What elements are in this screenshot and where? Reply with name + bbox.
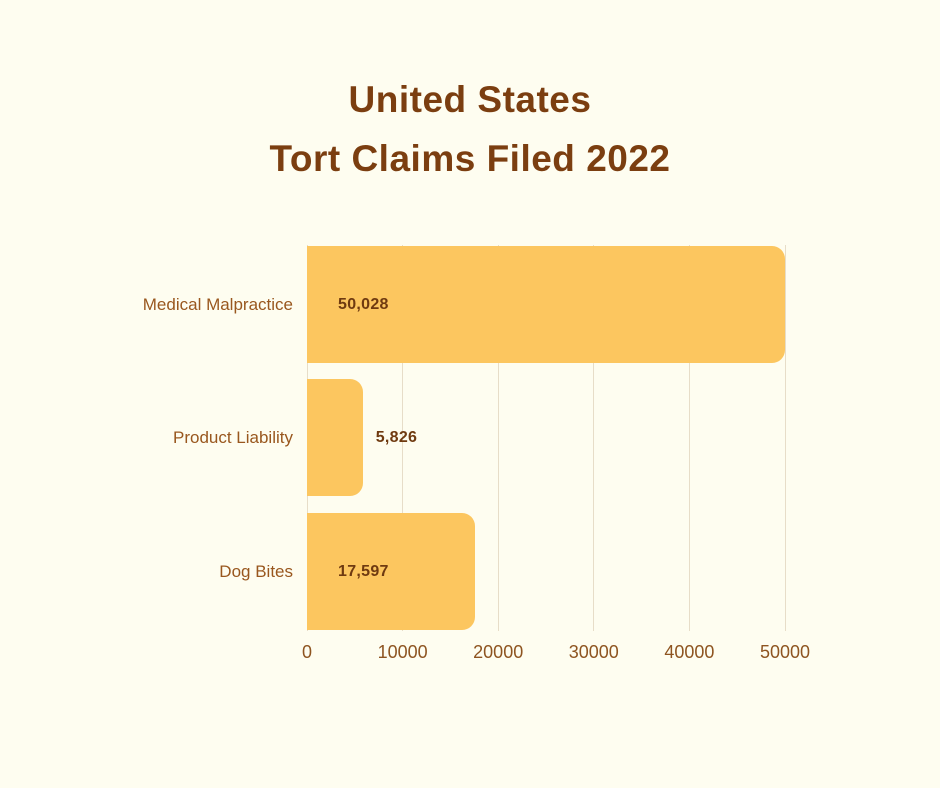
gridline-x-40000 [688, 245, 690, 631]
x-axis-tick-label: 30000 [568, 642, 619, 662]
x-axis-tick-label: 20000 [473, 642, 524, 662]
x-axis-tick-label: 0 [301, 642, 313, 662]
bar-dog-bites [307, 513, 476, 630]
chart-title: United States Tort Claims Filed 2022 [0, 70, 940, 188]
chart-title-line1: United States [348, 79, 592, 120]
bar-medical-malpractice [307, 246, 785, 363]
x-axis-tick-label: 50000 [759, 642, 811, 662]
bar-value-label: 17,597 [338, 562, 389, 580]
gridline-x-20000 [497, 245, 499, 631]
bar-value-label: 50,028 [338, 295, 389, 313]
bar-chart-plot-area: Medical Malpractice 50,028 Product Liabili… [143, 245, 810, 662]
bar-value-label: 5,826 [375, 428, 418, 446]
bar-product-liability [307, 379, 363, 496]
category-label: Product Liability [172, 427, 293, 447]
category-label: Dog Bites [219, 561, 293, 581]
category-label: Medical Malpractice [142, 294, 293, 314]
gridline-x-30000 [593, 245, 595, 631]
chart-title-line2: Tort Claims Filed 2022 [269, 138, 671, 179]
x-axis-tick-label: 10000 [377, 642, 428, 662]
x-axis-tick-label: 40000 [664, 642, 715, 662]
gridline-x-50000 [784, 245, 786, 631]
gridline-x-10000 [402, 245, 404, 631]
